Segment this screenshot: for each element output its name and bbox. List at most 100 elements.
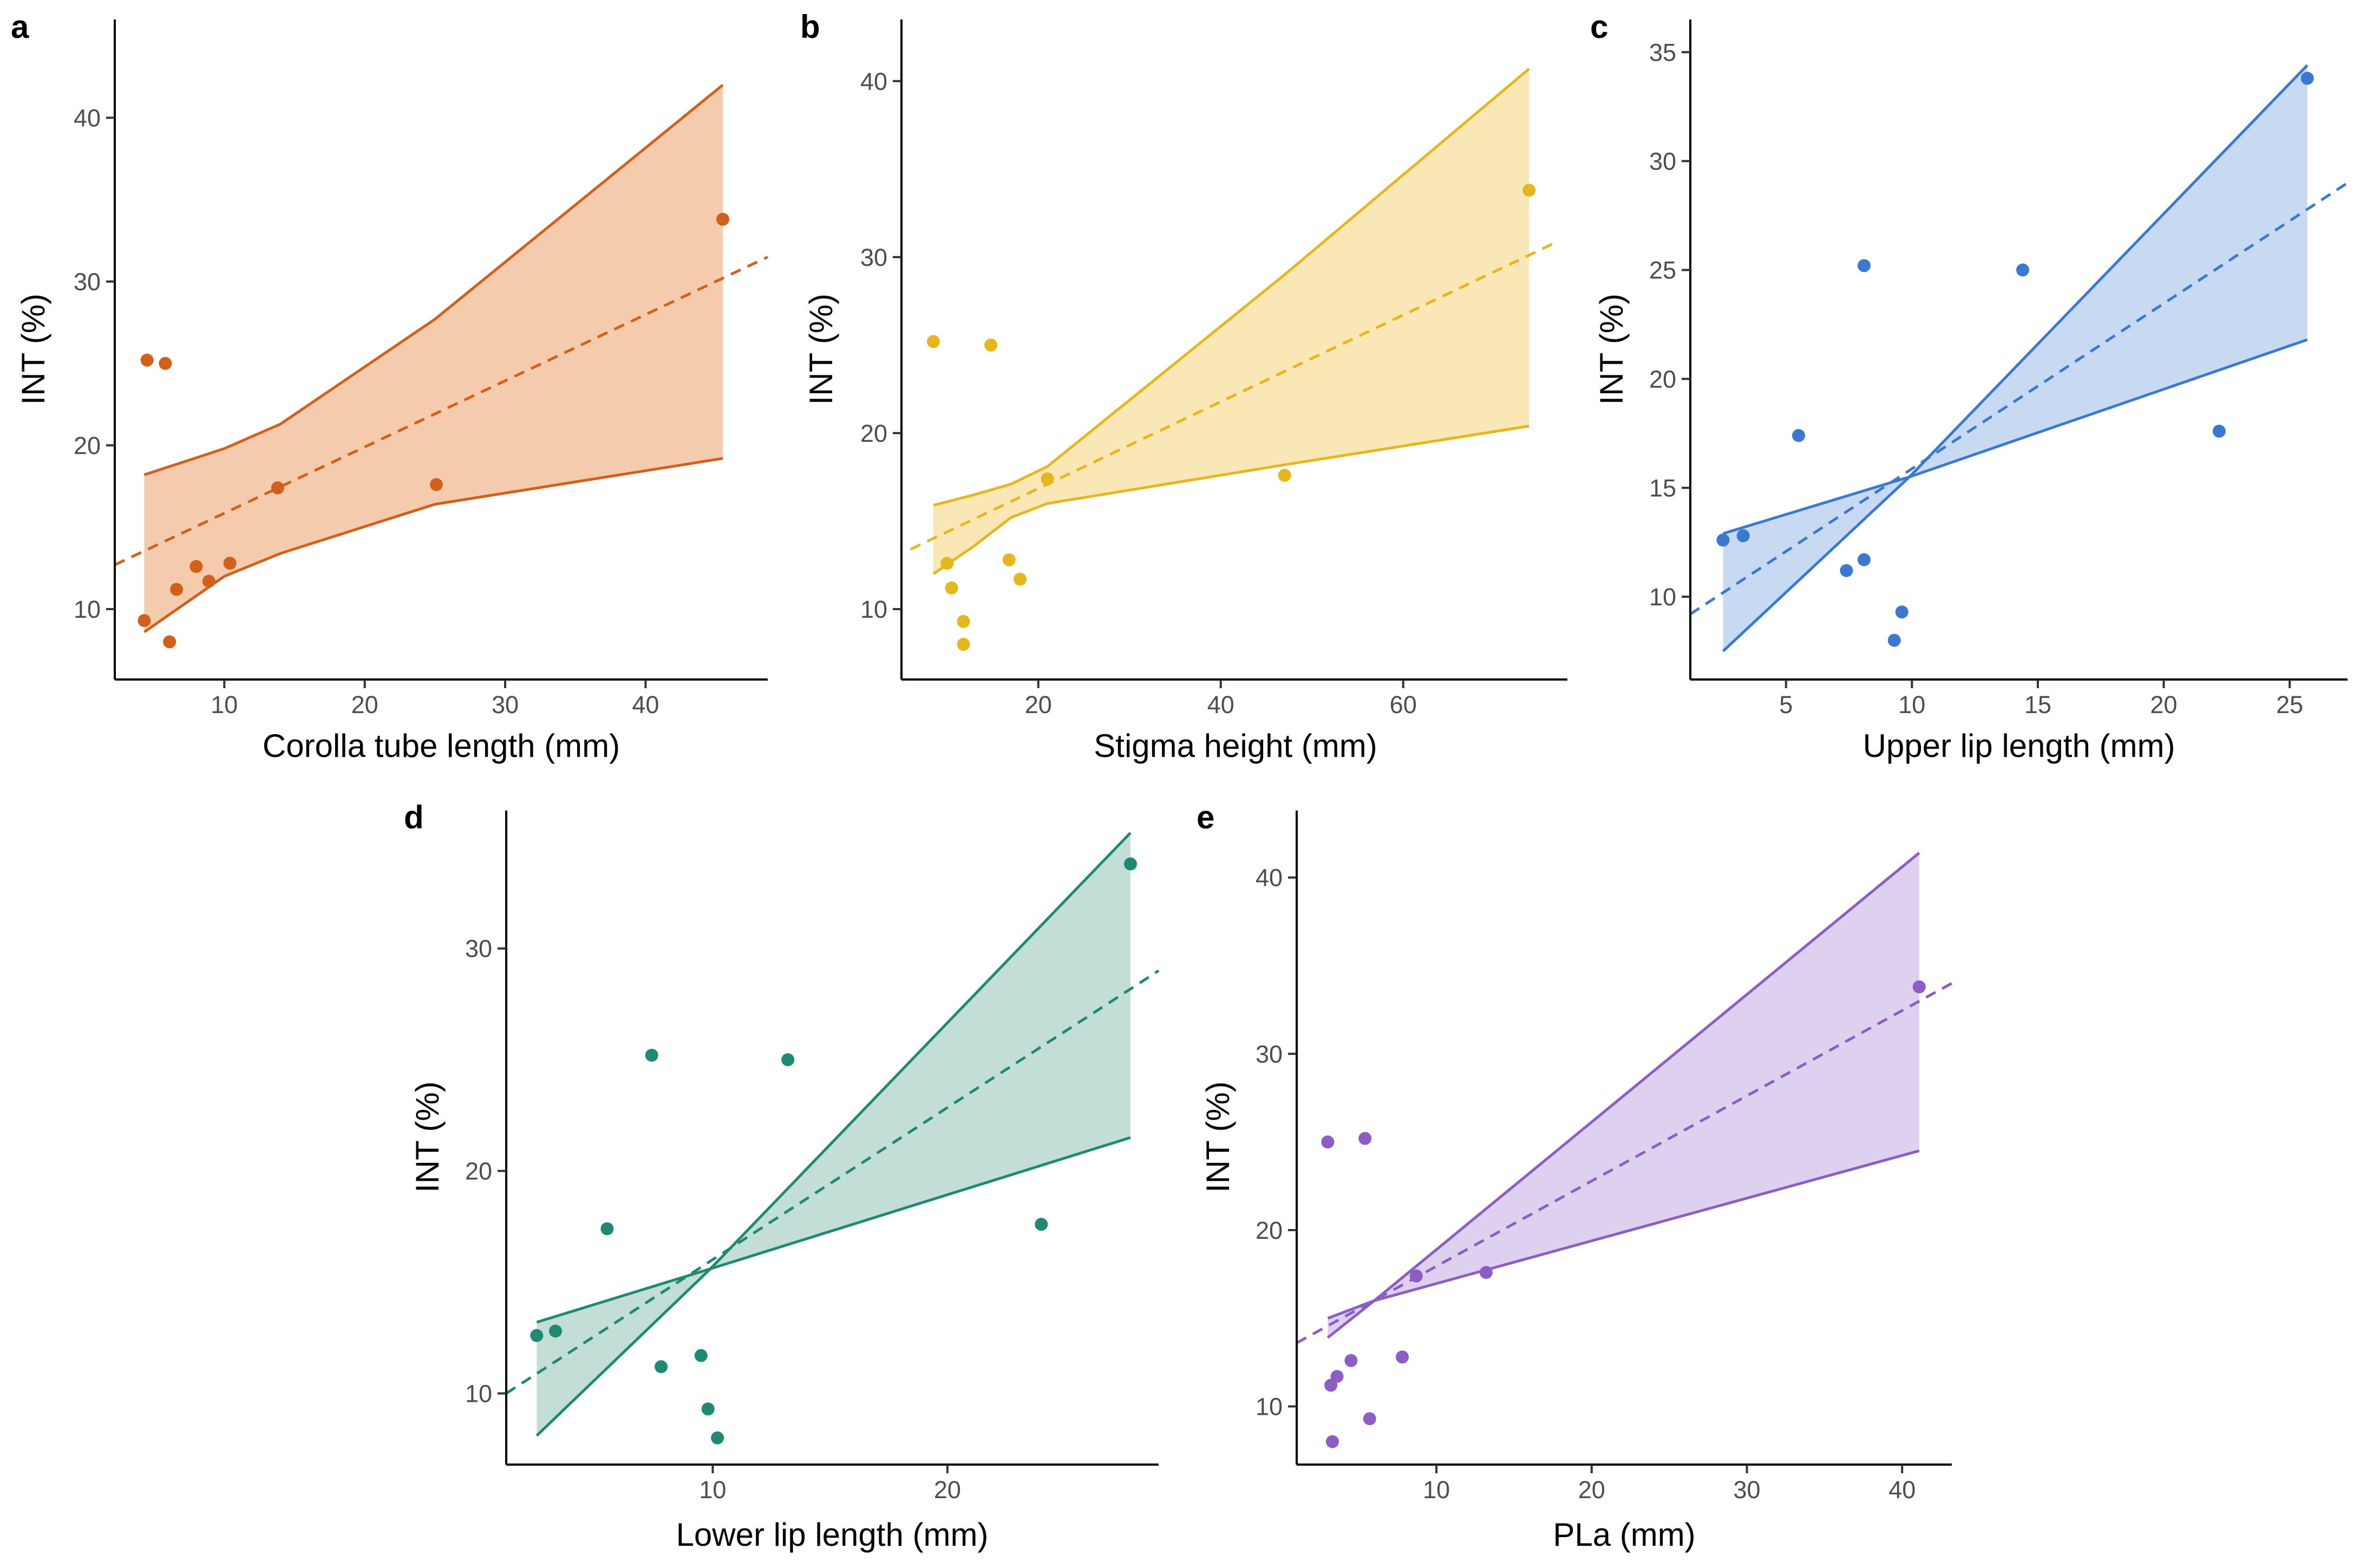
x-tick-label: 10 (1423, 1476, 1450, 1504)
band-lower-line (1722, 338, 2308, 652)
data-point (940, 557, 954, 570)
data-point (1358, 1132, 1372, 1145)
data-point (2300, 71, 2314, 85)
y-tick-label: 10 (74, 596, 101, 623)
data-point (429, 478, 443, 492)
x-tick-label: 30 (1733, 1476, 1760, 1504)
x-axis-title: Upper lip length (mm) (1863, 728, 2175, 764)
trend-line (1689, 181, 2349, 616)
y-tick-label: 40 (860, 68, 887, 95)
data-point (1035, 1218, 1048, 1231)
data-point (926, 335, 940, 348)
data-point (1887, 633, 1901, 647)
data-point (1840, 564, 1853, 577)
y-tick-label: 30 (465, 935, 492, 963)
panel-c: 5 10 15 20 25 10 15 20 25 30 35 c Upper lip length… (1590, 9, 2349, 764)
data-point (655, 1360, 668, 1374)
panel-letter: c (1590, 9, 1608, 45)
data-point (1002, 553, 1016, 566)
panel-letter: d (404, 799, 424, 835)
x-tick-label: 25 (2276, 691, 2303, 718)
x-tick-label: 20 (2150, 691, 2177, 718)
x-tick-label: 30 (492, 691, 519, 718)
data-point (1325, 1435, 1339, 1448)
data-point (1522, 184, 1536, 197)
x-tick-label: 20 (351, 691, 378, 718)
panel-letter: b (800, 9, 820, 45)
x-tick-label: 20 (1025, 691, 1052, 718)
y-tick-label: 35 (1649, 38, 1676, 66)
panel-a: 10 20 30 40 10 20 30 40 a Corolla tube length (… (11, 9, 769, 764)
band-lower-line (535, 1136, 1131, 1437)
data-point (945, 581, 958, 594)
y-axis-title: INT (%) (803, 293, 839, 405)
data-point (600, 1222, 614, 1236)
data-point (163, 635, 177, 649)
data-point (2016, 263, 2029, 277)
y-axis-title: INT (%) (15, 293, 51, 405)
data-point (645, 1048, 658, 1062)
x-tick-label: 40 (1207, 691, 1234, 718)
data-point (1330, 1370, 1344, 1383)
data-point (957, 615, 970, 628)
data-point (1409, 1269, 1423, 1283)
data-point (957, 637, 970, 651)
data-point (701, 1402, 715, 1416)
data-point (1278, 468, 1291, 482)
trend-line (1296, 982, 1953, 1344)
trend-line (505, 969, 1160, 1395)
band-lower-line (932, 424, 1530, 576)
band-upper-line (933, 68, 1530, 507)
data-point (1912, 980, 1926, 994)
data-point (694, 1349, 708, 1362)
y-tick-label: 40 (74, 104, 101, 132)
data-point (189, 560, 203, 573)
confidence-band (537, 833, 1130, 1436)
data-point (781, 1053, 795, 1067)
data-point (1363, 1412, 1376, 1426)
panel-letter: e (1197, 799, 1214, 835)
y-tick-label: 30 (1256, 1040, 1283, 1068)
trend-line (114, 256, 769, 566)
y-tick-label: 30 (74, 268, 101, 296)
x-tick-label: 60 (1390, 691, 1417, 718)
y-tick-label: 10 (465, 1380, 492, 1408)
data-point (1123, 857, 1137, 871)
x-axis-title: PLa (mm) (1553, 1517, 1695, 1553)
data-point (711, 1431, 724, 1445)
data-point (984, 338, 998, 352)
x-tick-label: 15 (2024, 691, 2051, 718)
data-point (1041, 472, 1054, 486)
data-point (716, 213, 730, 226)
data-point (549, 1324, 563, 1338)
y-tick-label: 20 (74, 432, 101, 459)
y-tick-label: 10 (1256, 1393, 1283, 1421)
data-point (1895, 605, 1909, 619)
x-axis-title: Corolla tube length (mm) (263, 728, 620, 764)
y-tick-label: 30 (860, 244, 887, 271)
data-point (1395, 1350, 1409, 1364)
x-axis-title: Lower lip length (mm) (676, 1517, 989, 1553)
data-point (138, 614, 151, 628)
data-point (170, 583, 184, 596)
data-point (1716, 533, 1730, 547)
data-point (530, 1329, 544, 1342)
y-axis-title: INT (%) (1200, 1081, 1236, 1193)
band-lower-line (1327, 1149, 1920, 1320)
x-tick-label: 20 (1578, 1476, 1605, 1504)
y-tick-label: 25 (1649, 257, 1676, 284)
y-tick-label: 20 (465, 1158, 492, 1185)
y-tick-label: 40 (1256, 864, 1283, 892)
data-point (2212, 424, 2226, 438)
data-point (159, 357, 172, 370)
y-axis-title: INT (%) (409, 1081, 446, 1193)
confidence-band (1328, 853, 1919, 1338)
x-tick-label: 40 (632, 691, 659, 718)
data-point (1736, 529, 1750, 543)
data-point (223, 557, 237, 570)
data-point (271, 481, 284, 495)
panel-letter: a (11, 9, 29, 45)
trend-line (910, 240, 1559, 551)
y-tick-label: 30 (1649, 148, 1676, 175)
x-tick-label: 5 (1779, 691, 1793, 718)
